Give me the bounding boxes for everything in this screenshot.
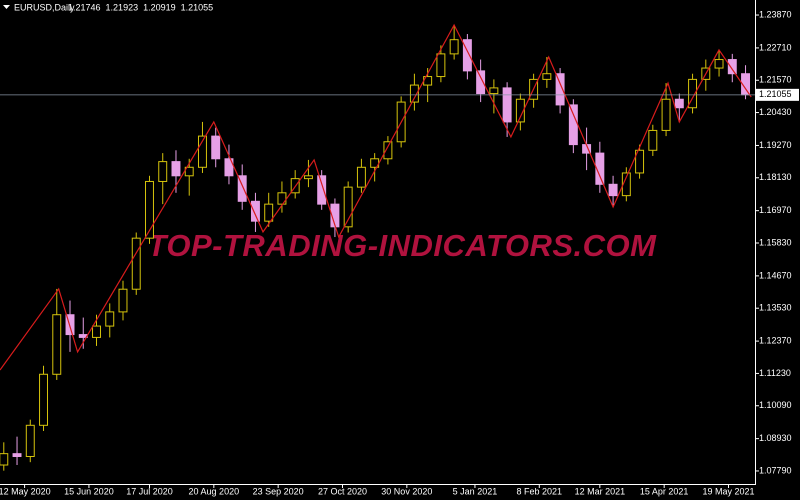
candle-body [409,84,419,103]
x-tick-label: 12 May 2020 [0,486,51,496]
x-tick-label: 19 May 2021 [702,486,754,496]
candle-body [621,172,631,197]
candle-body [264,203,274,222]
x-tick-label: 20 Aug 2020 [189,486,240,496]
y-tick-label: 1.12370 [759,335,792,345]
candle-body [52,314,62,375]
candle-body [502,87,512,123]
x-tick-label: 15 Jun 2020 [64,486,114,496]
y-tick-label: 1.20430 [759,107,792,117]
header-price: 1.21746 [68,2,101,12]
candle-body [356,166,366,188]
y-tick-label: 1.21570 [759,75,792,85]
candle-body [92,325,101,338]
symbol-label: EURUSD,Daily [14,2,75,12]
watermark: TOP-TRADING-INDICATORS.COM [148,228,658,263]
candle-body [303,175,313,180]
candle-body [568,104,578,146]
price-box [756,88,799,101]
candle-body [383,141,393,160]
candle-body [476,70,486,95]
y-tick-label: 1.15830 [759,237,792,247]
x-tick-label: 12 Mar 2021 [575,486,626,496]
zigzag-line [0,23,752,371]
y-tick-label: 1.22710 [759,42,792,52]
candle-body [277,192,287,205]
candle-body [688,78,698,109]
y-tick-label: 1.07790 [759,465,792,475]
y-tick-label: 1.18130 [759,172,792,182]
candle-body [184,166,194,177]
candle-body [237,175,247,202]
candle-body [462,39,472,72]
candle-body [131,237,141,290]
x-tick-label: 23 Sep 2020 [253,486,304,496]
candle-body [608,183,618,197]
candle-body [105,311,115,327]
candles [0,24,751,471]
candle-body [118,288,128,313]
menu-arrow [3,5,10,9]
header-price: 1.21923 [106,2,139,12]
price-box-label: 1.21055 [759,89,792,99]
candle-body [635,149,645,174]
candle-body [489,87,499,95]
candle-body [39,373,48,426]
candle-body [449,39,459,55]
header-price: 1.20919 [143,2,176,12]
y-tick-label: 1.23870 [759,9,792,19]
x-tick-label: 27 Oct 2020 [318,486,367,496]
candle-body [343,186,353,228]
candle-body [171,161,181,177]
y-tick-label: 1.14670 [759,270,792,280]
y-tick-label: 1.08930 [759,433,792,443]
y-tick-label: 1.10090 [759,400,792,410]
candle-body [555,73,565,106]
candle-body [158,161,168,182]
candle-body [0,453,9,466]
candle-body [250,200,260,222]
x-tick-label: 5 Jan 2021 [453,486,498,496]
candle-body [661,98,671,131]
candle-body [224,158,234,177]
candle-body [515,98,525,123]
candle-body [317,175,327,205]
candle-body [727,59,737,75]
x-tick-label: 30 Nov 2020 [381,486,432,496]
candle-body [674,98,684,109]
y-tick-label: 1.16970 [759,205,792,215]
candle-body [714,59,724,69]
candle-body [145,180,154,239]
header-price: 1.21055 [181,2,214,12]
candle-body [211,135,221,160]
candle-body [595,152,605,185]
x-tick-label: 15 Apr 2021 [640,486,689,496]
y-tick-label: 1.13530 [759,303,792,313]
candle-body [197,135,207,168]
candle-body [12,453,22,457]
candle-body [648,129,658,151]
candle-body [542,73,552,80]
x-tick-label: 8 Feb 2021 [517,486,563,496]
candle-body [436,53,446,78]
x-tick-label: 17 Jul 2020 [126,486,173,496]
y-tick-label: 1.19270 [759,140,792,150]
candle-body [25,424,35,457]
y-tick-label: 1.11230 [759,368,791,378]
